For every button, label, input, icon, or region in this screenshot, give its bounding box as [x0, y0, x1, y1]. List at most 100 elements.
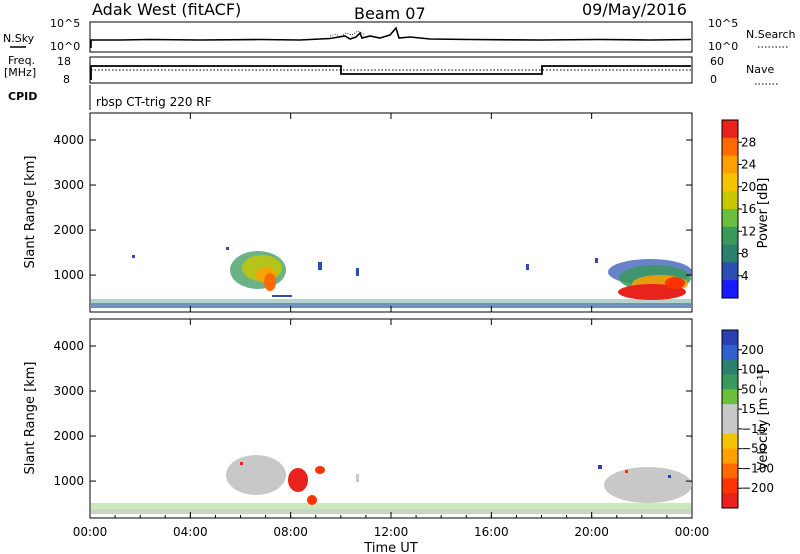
velocity-patch-red-low — [307, 495, 317, 505]
velocity-colorbar-segment — [722, 463, 738, 479]
velocity-dot — [356, 474, 359, 482]
nave-tick-bottom: 0 — [710, 73, 717, 86]
power-colorbar-tick-label: 28 — [741, 135, 756, 149]
power-colorbar-tick-label: 16 — [741, 202, 756, 216]
velocity-colorbar-segment — [722, 478, 738, 494]
power-data-region — [91, 247, 692, 308]
nsearch-tick-bottom: 10^0 — [708, 40, 738, 53]
power-colorbar-segment — [722, 262, 738, 281]
x-tick-label: 12:00 — [374, 525, 409, 539]
power-colorbar-label: Power [dB] — [756, 178, 771, 249]
velocity-patch-red-small — [315, 466, 325, 474]
power-patch-morning-max — [264, 273, 276, 291]
velocity-dot — [598, 465, 602, 469]
nsky-label: N.Sky — [3, 32, 35, 45]
power-ytick-label: 4000 — [53, 133, 84, 147]
velocity-dot — [240, 462, 243, 465]
x-tick-label: 00:00 — [675, 525, 710, 539]
velocity-colorbar-tick-label: −200 — [741, 481, 774, 495]
power-colorbar: 28 24 20 16 12 8 4 — [721, 119, 756, 299]
power-ytick-label: 3000 — [53, 178, 84, 192]
nave-tick-top: 60 — [710, 55, 724, 68]
power-colorbar-tick-label: 24 — [741, 158, 756, 172]
velocity-colorbar-segment — [722, 359, 738, 375]
nsky-tick-bottom: 10^0 — [50, 40, 80, 53]
nsearch-label: N.Search — [746, 28, 796, 41]
velocity-colorbar-segment — [722, 404, 738, 420]
power-patch-evening-peak — [618, 284, 686, 300]
freq-tick-bottom: 8 — [63, 73, 70, 86]
power-colorbar-tick-label: 12 — [741, 224, 756, 238]
power-dot — [318, 262, 322, 270]
power-colorbar-segment — [722, 280, 738, 299]
date-title: 09/May/2016 — [582, 0, 687, 19]
power-colorbar-segment — [722, 155, 738, 174]
velocity-colorbar-tick-label: 200 — [741, 343, 764, 357]
x-axis-label: Time UT — [363, 541, 417, 554]
velocity-colorbar-segment — [722, 344, 738, 361]
velocity-colorbar-tick-label: 100 — [741, 363, 764, 377]
freq-label: Freq. — [8, 54, 35, 67]
velocity-band-base — [91, 509, 691, 514]
power-colorbar-segment — [722, 137, 738, 157]
velocity-colorbar-frame — [721, 329, 739, 509]
x-tick-label: 00:00 — [73, 525, 108, 539]
freq-tick-top: 18 — [57, 55, 71, 68]
velocity-ytick-label: 3000 — [53, 384, 84, 398]
power-ylabel: Slant Range [km] — [23, 156, 38, 269]
power-colorbar-segment — [722, 209, 738, 228]
velocity-data-region — [91, 455, 692, 514]
x-tick-label: 16:00 — [474, 525, 509, 539]
power-ytick-label: 1000 — [53, 268, 84, 282]
power-colorbar-segment — [722, 191, 738, 210]
velocity-colorbar-segment — [722, 448, 738, 464]
velocity-colorbar-label: Velocity [m s⁻¹] — [756, 370, 771, 471]
velocity-colorbar-segment — [722, 389, 738, 405]
velocity-patch-red — [288, 468, 308, 492]
power-band-base — [91, 303, 691, 308]
power-dot — [526, 264, 529, 270]
nsearch-tick-top: 10^5 — [708, 17, 738, 30]
velocity-colorbar-tick-label: 50 — [741, 382, 756, 396]
nsky-tick-top: 10^5 — [50, 17, 80, 30]
nsky-panel: N.Sky 10^5 10^0 10^5 10^0 N.Search — [3, 17, 796, 53]
power-colorbar-tick-label: 4 — [741, 269, 749, 283]
velocity-dot — [668, 475, 671, 478]
power-dot — [595, 258, 598, 263]
velocity-colorbar-tick-label: −50 — [741, 442, 766, 456]
power-ytick-label: 2000 — [53, 223, 84, 237]
velocity-band-low — [91, 503, 691, 514]
velocity-colorbar-segment — [722, 433, 738, 450]
velocity-dot — [625, 470, 628, 473]
power-colorbar-tick-label: 8 — [741, 247, 749, 261]
velocity-colorbar-tick-label: −100 — [741, 461, 774, 475]
x-tick-label: 20:00 — [574, 525, 609, 539]
cpid-program: rbsp CT-trig 220 RF — [96, 95, 212, 109]
x-tick-label: 04:00 — [173, 525, 208, 539]
power-colorbar-tick-label: 20 — [741, 180, 756, 194]
velocity-ytick-label: 2000 — [53, 429, 84, 443]
velocity-patch-evening — [604, 467, 692, 503]
power-colorbar-segment — [722, 244, 738, 263]
cpid-label: CPID — [8, 90, 37, 103]
power-colorbar-segment — [722, 226, 738, 246]
station-title: Adak West (fitACF) — [92, 0, 241, 19]
x-tick-label: 08:00 — [273, 525, 308, 539]
freq-unit: [MHz] — [4, 66, 36, 79]
velocity-y-axis: 4000 3000 2000 1000 — [53, 339, 692, 488]
velocity-ylabel: Slant Range [km] — [23, 362, 38, 475]
velocity-colorbar-tick-label: 15 — [741, 402, 756, 416]
power-patch-evening-spot — [665, 277, 685, 289]
power-streak — [272, 295, 292, 297]
velocity-colorbar-segment — [722, 493, 738, 509]
power-dot — [226, 247, 229, 250]
nave-label: Nave — [746, 63, 774, 76]
x-axis: 00:00 04:00 08:00 12:00 16:00 20:00 00:00 — [73, 113, 710, 539]
velocity-colorbar-segment — [722, 374, 738, 390]
velocity-patch-morning — [226, 455, 286, 495]
velocity-colorbar-segment — [722, 330, 738, 346]
velocity-ytick-label: 4000 — [53, 339, 84, 353]
velocity-panel: 4000 3000 2000 1000 Slant Range [km] — [23, 318, 693, 519]
velocity-colorbar-segment — [722, 419, 738, 435]
